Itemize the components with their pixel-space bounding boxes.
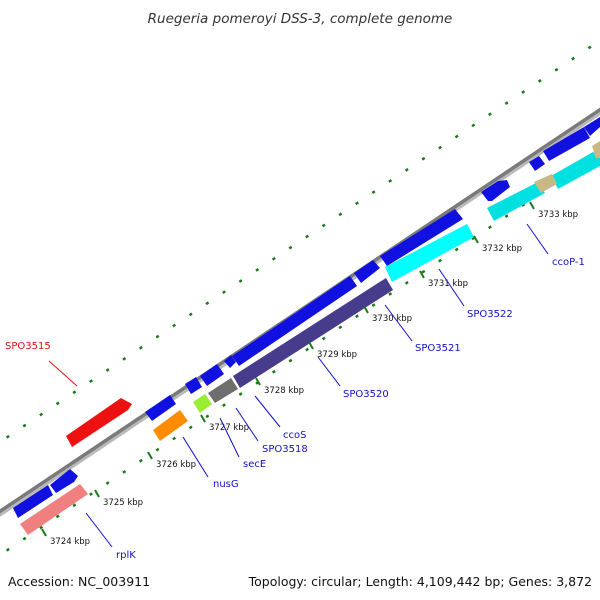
forward-gene-arrow[interactable] [13, 485, 53, 518]
gene-label-ccop-1[interactable]: ccoP-1 [552, 257, 585, 268]
kbp-major-tick [41, 528, 47, 537]
forward-gene-arrow[interactable] [529, 156, 545, 171]
gene-leader-line [235, 407, 259, 442]
gene-labels: rplK nusG secE SPO3518 ccoS SPO3520 SPO3521 SPO… [5, 223, 585, 561]
kbp-labels: 3724 kbp 3725 kbp 3726 kbp 3727 kbp 3728 kbp… [41, 201, 578, 547]
gene-label-spo3518[interactable]: SPO3518 [262, 444, 308, 455]
kbp-major-tick [94, 489, 100, 498]
kbp-major-tick [473, 235, 479, 244]
gene-label-sece[interactable]: secE [243, 459, 266, 470]
tick-track-inner [0, 152, 600, 557]
gene-label-ccos[interactable]: ccoS [283, 430, 306, 441]
gene-spo3518[interactable] [208, 378, 238, 403]
gene-leader-line [438, 268, 465, 307]
kbp-label: 3729 kbp [317, 350, 357, 360]
forward-gene-arrow[interactable] [185, 377, 202, 394]
forward-gene-arrow[interactable] [380, 209, 463, 266]
gene-leader-line [219, 417, 240, 458]
gene-nusg[interactable] [153, 410, 188, 441]
forward-gene-arrow[interactable] [145, 395, 176, 421]
gene-label-spo3515[interactable]: SPO3515 [5, 341, 51, 352]
gene-spo3515[interactable] [66, 398, 132, 447]
kbp-major-tick [419, 270, 425, 279]
gene-sece[interactable] [193, 394, 212, 413]
tan-gene-segment[interactable] [534, 174, 557, 193]
gene-label-rplk[interactable]: rplK [116, 550, 136, 561]
forward-gene-arrow[interactable] [200, 364, 224, 386]
forward-gene-arrow[interactable] [224, 355, 236, 368]
feature-layer [13, 117, 600, 535]
kbp-major-tick [255, 377, 261, 386]
kbp-label: 3725 kbp [103, 498, 143, 508]
gene-spo3522[interactable] [385, 224, 474, 282]
kbp-major-tick [200, 414, 206, 423]
accession-text: Accession: NC_003911 [8, 574, 150, 589]
map-title: Ruegeria pomeroyi DSS-3, complete genome [148, 11, 453, 27]
gene-label-nusg[interactable]: nusG [213, 479, 239, 490]
forward-gene-arrow[interactable] [543, 127, 590, 161]
gene-rplk[interactable] [20, 484, 88, 535]
kbp-major-tick [363, 305, 369, 314]
gene-leader-line [526, 223, 549, 255]
kbp-label: 3726 kbp [156, 460, 196, 470]
kbp-label: 3733 kbp [538, 210, 578, 220]
forward-gene-arrow[interactable] [481, 180, 510, 201]
gene-leader-line [384, 304, 413, 342]
topology-text: Topology: circular; Length: 4,109,442 bp… [248, 574, 592, 589]
tick-tracks [0, 39, 600, 557]
cyan-gene-segment[interactable] [551, 152, 600, 189]
gene-leader-line [254, 395, 281, 428]
kbp-label: 3731 kbp [428, 279, 468, 289]
gene-spo3520[interactable] [233, 278, 393, 388]
kbp-label: 3732 kbp [482, 244, 522, 254]
kbp-label: 3727 kbp [209, 423, 249, 433]
gene-leader-line [48, 360, 78, 387]
gene-label-spo3520[interactable]: SPO3520 [343, 389, 389, 400]
tick-track-outer [0, 39, 600, 444]
kbp-label: 3724 kbp [50, 537, 90, 547]
kbp-major-tick [529, 201, 535, 210]
kbp-major-tick [147, 451, 153, 460]
kbp-major-tick [308, 341, 314, 350]
forward-gene-arrow[interactable] [584, 117, 600, 136]
gene-ccop-1[interactable] [487, 182, 545, 221]
gene-leader-line [85, 512, 113, 548]
forward-gene-arrow[interactable] [354, 260, 380, 283]
gene-label-spo3521[interactable]: SPO3521 [415, 343, 461, 354]
forward-gene-arrow[interactable] [50, 469, 78, 493]
tan-gene-segment[interactable] [592, 141, 600, 159]
gene-leader-line [182, 436, 209, 478]
gene-leader-line [317, 356, 341, 387]
kbp-label: 3728 kbp [264, 386, 304, 396]
forward-gene-arrow[interactable] [232, 276, 357, 366]
gene-label-spo3522[interactable]: SPO3522 [467, 309, 513, 320]
kbp-label: 3730 kbp [372, 314, 412, 324]
